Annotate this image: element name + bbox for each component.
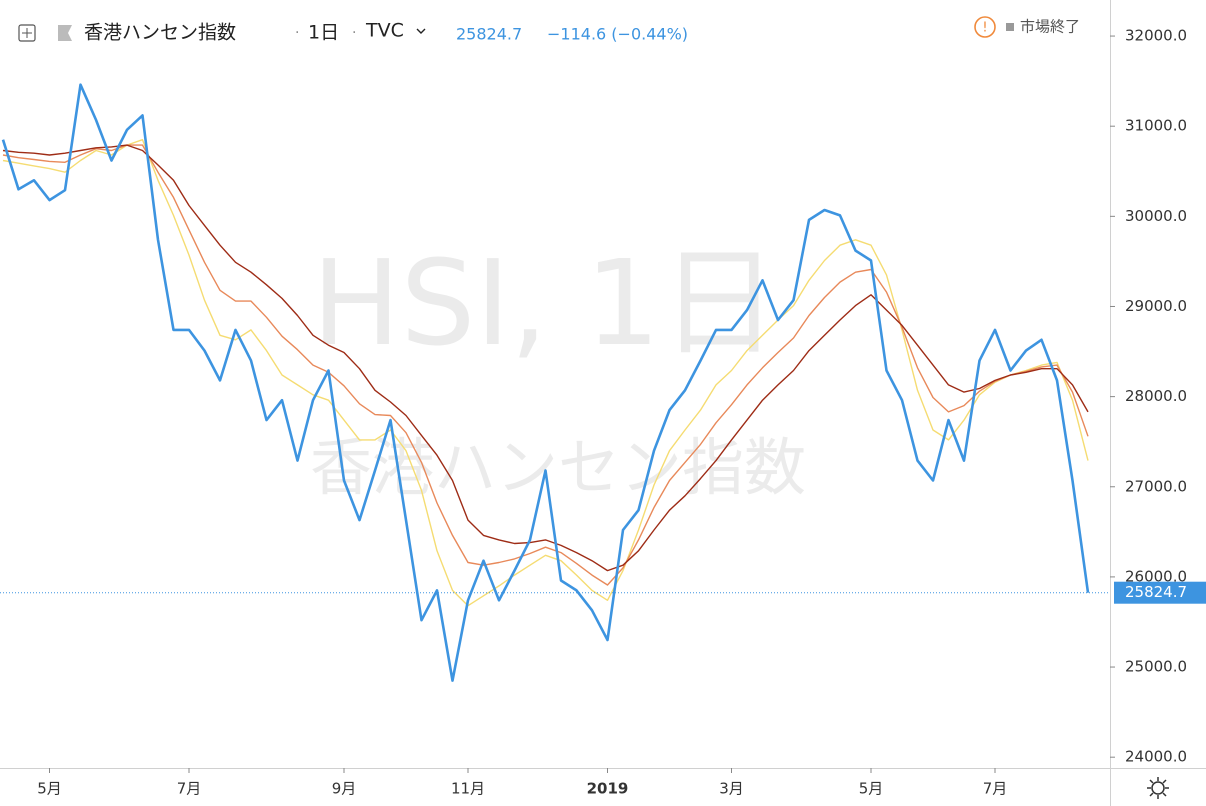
last-price: 25824.7 [456,25,522,44]
market-status: 市場終了 [1020,18,1080,36]
settings-icon[interactable] [1147,777,1169,799]
expand-icon[interactable] [18,24,36,42]
separator: · [295,25,299,41]
symbol-title: 香港ハンセン指数 [84,22,236,44]
x-tick-label: 5月 [37,780,62,798]
y-tick-label: 25000.0 [1125,658,1187,676]
interval: 1日 [308,22,339,44]
x-tick-label: 5月 [859,780,884,798]
y-tick-label: 24000.0 [1125,748,1187,766]
y-tick-label: 31000.0 [1125,117,1187,135]
x-tick-label: 3月 [719,780,744,798]
warning-icon[interactable] [974,16,996,38]
plot-area [1,83,1090,682]
y-tick-label: 27000.0 [1125,477,1187,495]
last-price-box [1114,581,1206,604]
x-tick-label: 7月 [983,780,1008,798]
x-tick-label: 7月 [177,780,202,798]
gear[interactable] [1151,781,1165,795]
last-price-label: 25824.7 [1125,583,1187,601]
x-tick-label: 9月 [332,780,357,798]
series-line [2,139,1089,607]
series-line [2,144,1089,586]
y-tick-label: 28000.0 [1125,387,1187,405]
series-line [2,144,1089,572]
y-tick-label: 29000.0 [1125,297,1187,315]
y-tick-label: 30000.0 [1125,207,1187,225]
watermark-subtitle: 香港ハンセン指数 [310,431,806,504]
y-tick-label: 32000.0 [1125,27,1187,45]
chevron[interactable] [416,28,426,34]
symbol-icon [58,25,72,41]
x-tick-label: 11月 [451,780,485,798]
separator: · [352,25,356,41]
price-change: −114.6 (−0.44%) [547,25,688,44]
source[interactable]: TVC [365,20,404,42]
x-tick-label: 2019 [587,780,629,798]
warning-mark: ! [982,21,987,36]
series-line [1,83,1090,682]
y-tick-label: 26000.0 [1125,567,1187,585]
status-icon [1006,23,1014,31]
watermark: HSI, 1日 [312,234,779,372]
header: 香港ハンセン指数 · 1日 · TVC 25824.7 −114.6 (−0.4… [18,16,1080,44]
gear-teeth [1147,777,1169,799]
